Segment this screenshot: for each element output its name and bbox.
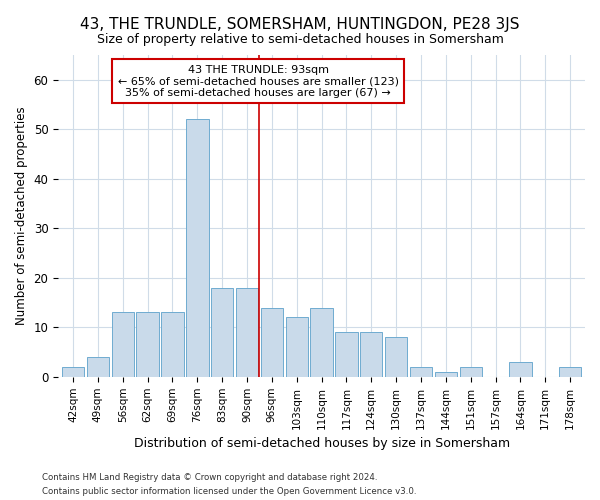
Bar — [286, 318, 308, 377]
Bar — [186, 120, 209, 377]
Bar — [509, 362, 532, 377]
Text: Contains HM Land Registry data © Crown copyright and database right 2024.
Contai: Contains HM Land Registry data © Crown c… — [42, 474, 416, 496]
Bar — [310, 308, 333, 377]
Y-axis label: Number of semi-detached properties: Number of semi-detached properties — [15, 106, 28, 325]
Bar — [161, 312, 184, 377]
Bar — [136, 312, 159, 377]
Text: Size of property relative to semi-detached houses in Somersham: Size of property relative to semi-detach… — [97, 32, 503, 46]
Bar — [211, 288, 233, 377]
Bar — [335, 332, 358, 377]
Bar — [559, 367, 581, 377]
Bar — [260, 308, 283, 377]
X-axis label: Distribution of semi-detached houses by size in Somersham: Distribution of semi-detached houses by … — [134, 437, 509, 450]
Bar — [112, 312, 134, 377]
Text: 43, THE TRUNDLE, SOMERSHAM, HUNTINGDON, PE28 3JS: 43, THE TRUNDLE, SOMERSHAM, HUNTINGDON, … — [80, 18, 520, 32]
Bar — [434, 372, 457, 377]
Bar — [62, 367, 84, 377]
Bar — [236, 288, 258, 377]
Text: 43 THE TRUNDLE: 93sqm
← 65% of semi-detached houses are smaller (123)
35% of sem: 43 THE TRUNDLE: 93sqm ← 65% of semi-deta… — [118, 64, 399, 98]
Bar — [410, 367, 432, 377]
Bar — [385, 337, 407, 377]
Bar — [360, 332, 382, 377]
Bar — [460, 367, 482, 377]
Bar — [87, 357, 109, 377]
